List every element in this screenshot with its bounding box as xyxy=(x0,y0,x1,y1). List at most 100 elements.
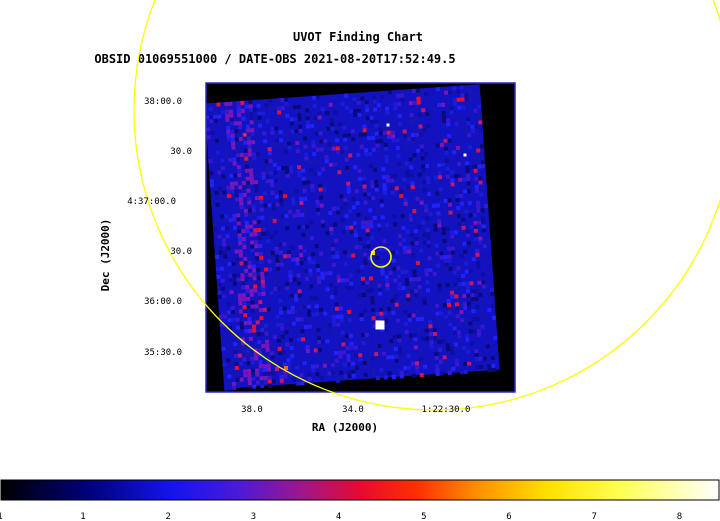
noise-pixel xyxy=(343,137,348,142)
noise-pixel xyxy=(472,329,477,334)
noise-pixel xyxy=(353,108,358,114)
noise-pixel xyxy=(356,100,361,105)
noise-pixel xyxy=(286,309,292,315)
noise-pixel xyxy=(230,241,235,247)
noise-pixel xyxy=(290,245,295,250)
noise-pixel xyxy=(447,366,452,372)
noise-pixel xyxy=(459,253,464,259)
noise-pixel xyxy=(453,286,458,291)
noise-pixel xyxy=(382,351,387,356)
noise-pixel xyxy=(403,141,408,146)
noise-pixel xyxy=(242,240,247,246)
noise-pixel xyxy=(263,379,269,385)
noise-pixel xyxy=(424,152,429,157)
noise-pixel xyxy=(467,305,472,310)
noise-pixel xyxy=(438,359,444,364)
noise-pixel xyxy=(236,225,242,230)
noise-pixel xyxy=(394,354,399,359)
noise-pixel xyxy=(437,335,442,340)
noise-pixel xyxy=(243,152,249,157)
noise-pixel xyxy=(234,193,239,198)
noise-pixel xyxy=(260,103,265,108)
noise-pixel xyxy=(465,169,470,174)
noise-pixel xyxy=(415,317,421,322)
noise-pixel xyxy=(475,200,481,205)
noise-pixel xyxy=(318,307,324,313)
noise-pixel xyxy=(274,246,279,251)
noise-pixel xyxy=(465,285,470,290)
noise-pixel xyxy=(251,208,257,213)
noise-pixel xyxy=(439,371,444,376)
noise-pixel xyxy=(273,178,279,183)
exposure-field xyxy=(206,84,500,389)
noise-pixel xyxy=(239,205,244,210)
noise-pixel xyxy=(212,110,218,115)
noise-pixel xyxy=(310,184,315,189)
noise-pixel xyxy=(409,112,414,118)
noise-pixel xyxy=(227,314,232,319)
noise-pixel xyxy=(280,105,285,111)
noise-pixel xyxy=(259,199,264,204)
noise-pixel xyxy=(419,316,424,322)
noise-pixel xyxy=(245,284,250,290)
noise-pixel xyxy=(384,335,390,340)
noise-pixel xyxy=(425,175,431,181)
noise-pixel xyxy=(449,106,454,111)
noise-pixel xyxy=(209,114,214,120)
noise-pixel xyxy=(481,164,486,169)
noise-pixel xyxy=(299,196,304,202)
noise-pixel xyxy=(434,179,439,184)
noise-pixel xyxy=(346,189,351,194)
colorbar xyxy=(0,479,720,501)
noise-pixel xyxy=(242,301,247,306)
noise-pixel xyxy=(364,216,369,221)
noise-pixel xyxy=(217,294,222,300)
noise-pixel xyxy=(401,225,406,231)
noise-pixel xyxy=(389,338,394,344)
noise-pixel xyxy=(264,271,269,276)
noise-pixel xyxy=(258,364,263,369)
noise-pixel xyxy=(247,380,253,386)
noise-pixel xyxy=(416,276,422,282)
noise-pixel xyxy=(474,124,479,129)
noise-pixel xyxy=(247,140,252,145)
noise-pixel xyxy=(222,310,228,315)
noise-pixel xyxy=(390,130,395,135)
noise-pixel xyxy=(440,102,446,108)
noise-pixel xyxy=(245,288,250,294)
noise-pixel xyxy=(333,286,338,291)
noise-pixel xyxy=(441,227,446,232)
noise-pixel xyxy=(336,210,341,215)
noise-pixel xyxy=(474,176,479,181)
noise-pixel xyxy=(460,273,466,279)
noise-pixel xyxy=(425,232,431,237)
noise-pixel xyxy=(419,196,424,201)
noise-pixel xyxy=(369,107,374,113)
noise-pixel xyxy=(415,309,420,314)
noise-pixel xyxy=(462,301,468,306)
noise-pixel xyxy=(437,223,442,228)
noise-pixel xyxy=(323,139,328,144)
noise-pixel xyxy=(247,372,252,378)
noise-pixel xyxy=(219,266,225,271)
star xyxy=(375,320,385,330)
noise-pixel xyxy=(335,378,341,384)
noise-pixel xyxy=(472,92,477,97)
noise-pixel xyxy=(303,144,308,149)
noise-pixel xyxy=(268,98,273,104)
noise-pixel xyxy=(240,277,245,282)
noise-pixel xyxy=(267,203,272,208)
noise-pixel xyxy=(265,179,271,184)
noise-pixel xyxy=(292,277,297,282)
noise-pixel xyxy=(234,137,240,142)
noise-pixel xyxy=(238,249,243,254)
noise-pixel xyxy=(250,248,255,253)
noise-pixel xyxy=(365,232,370,237)
noise-pixel xyxy=(284,282,290,287)
noise-pixel xyxy=(255,372,260,377)
noise-pixel xyxy=(435,191,440,196)
noise-pixel xyxy=(451,85,456,91)
noise-pixel xyxy=(315,372,320,377)
noise-pixel xyxy=(267,150,273,156)
